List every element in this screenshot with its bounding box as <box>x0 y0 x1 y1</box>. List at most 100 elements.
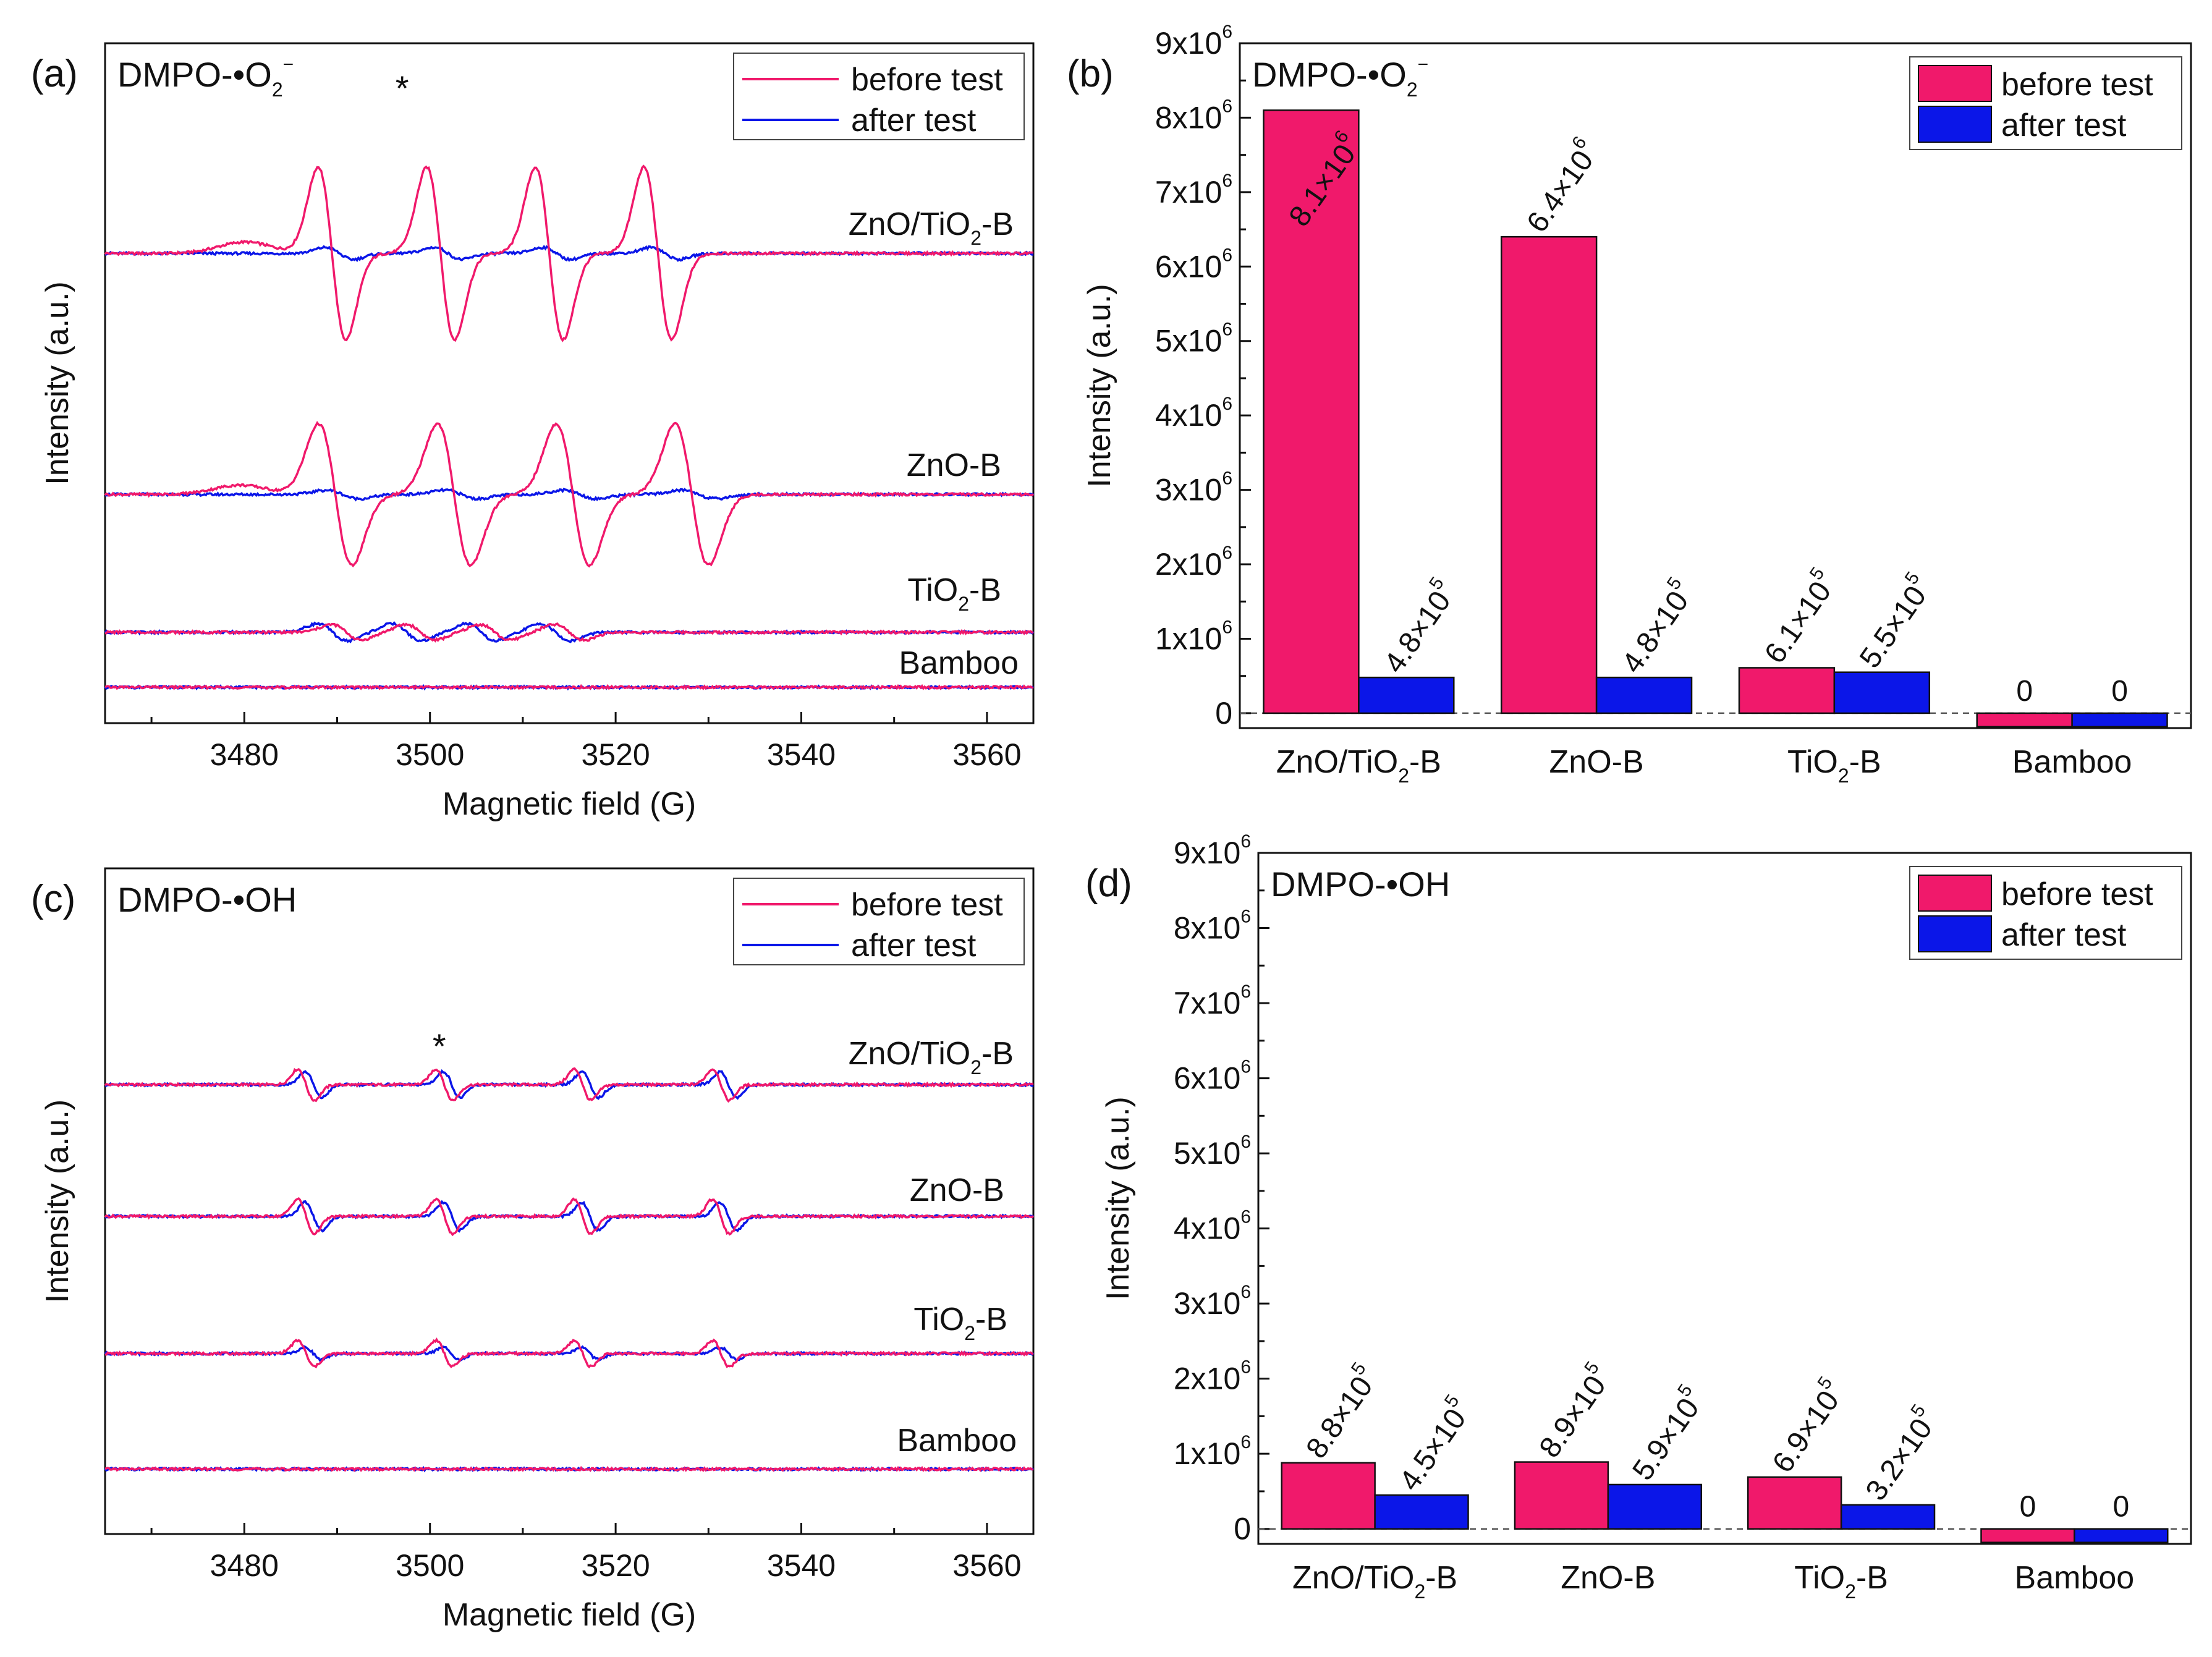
bar-before-znotio <box>1263 109 1360 714</box>
y-tick-label: 7x106 <box>1155 171 1232 210</box>
y-tick-label-part: 1x10 <box>1155 621 1222 656</box>
x-tick-label-part: 3560 <box>952 1548 1021 1583</box>
peak-marker: * <box>396 69 409 108</box>
x-tick-label: 3560 <box>952 737 1021 772</box>
x-axis-label: Magnetic field (G) <box>443 1597 696 1633</box>
y-tick-label: 9x106 <box>1174 831 1251 870</box>
x-category-label-part: 2 <box>1845 1580 1856 1603</box>
y-tick-label: 8x106 <box>1155 96 1232 135</box>
bar-value-label: 0 <box>2111 675 2128 708</box>
y-tick-label: 2x106 <box>1174 1357 1251 1396</box>
sample-label: ZnO-B <box>910 1172 1004 1208</box>
y-axis-label-part: Intensity (a.u.) <box>1082 284 1117 487</box>
sample-label-part: -B <box>981 1036 1014 1072</box>
y-tick-label-part: 5x10 <box>1155 324 1222 358</box>
y-axis-label: Intensity (a.u.) <box>1100 1096 1136 1300</box>
spectrum-before-znotio-b <box>104 164 1034 342</box>
panel-title: DMPO-•OH <box>1271 865 1450 904</box>
y-tick-label-part: 6 <box>1240 1207 1251 1227</box>
panel-title-part: − <box>283 54 294 75</box>
sample-label: TiO2-B <box>907 572 1001 615</box>
sample-label: ZnO/TiO2-B <box>849 1036 1014 1079</box>
x-category-label-part: -B <box>1409 744 1441 780</box>
y-tick-label: 4x106 <box>1174 1207 1251 1246</box>
sample-label-part: -B <box>975 1302 1007 1337</box>
sample-label-part: ZnO/TiO <box>849 206 970 242</box>
panel-letter-part: (c) <box>31 878 75 920</box>
y-tick-label-part: 6 <box>1240 1282 1251 1302</box>
y-tick-label-part: 4x10 <box>1174 1211 1240 1246</box>
y-axis-label: Intensity (a.u.) <box>40 281 75 485</box>
x-tick-label-part: 3520 <box>581 1548 650 1583</box>
x-category-label-part: -B <box>1849 744 1881 780</box>
legend-label-after-part: after test <box>2001 108 2127 143</box>
legend-label-after: after test <box>2001 108 2127 143</box>
x-tick-label: 3520 <box>581 1548 650 1583</box>
panel-title-part: − <box>1418 54 1429 75</box>
x-category-label-part: 2 <box>1398 765 1409 787</box>
y-tick-label-part: 6 <box>1222 394 1232 414</box>
spectrum-before-bamboo <box>104 684 1034 690</box>
plot-frame <box>1257 852 2192 1545</box>
bar-value-label-part: 0 <box>2111 675 2128 708</box>
peak-marker-part: * <box>433 1027 446 1066</box>
bar-after-znotio <box>1374 1494 1469 1530</box>
bar-value-label-part: 0 <box>2016 675 2033 708</box>
bar-after-bamboo <box>2071 712 2168 728</box>
y-tick-label: 0 <box>1234 1512 1251 1546</box>
spectrum-after-znob <box>104 487 1035 502</box>
legend-label-before: before test <box>851 62 1003 98</box>
spectrum-before-tio-b <box>104 1337 1034 1369</box>
x-category-label-part: ZnO/TiO <box>1276 744 1398 780</box>
y-tick-label: 0 <box>1215 696 1232 731</box>
y-tick-label-part: 8x10 <box>1155 100 1222 135</box>
sample-label-part: -B <box>969 572 1001 608</box>
bar-value-label: 0 <box>2016 675 2033 708</box>
y-tick-label-part: 6 <box>1240 1132 1251 1152</box>
y-tick-label-part: 6 <box>1240 1432 1251 1452</box>
x-tick-label: 3500 <box>396 737 464 772</box>
x-category-label-part: Bamboo <box>2015 1560 2135 1596</box>
y-tick-label-part: 3x10 <box>1155 473 1222 507</box>
y-tick-label-part: 6 <box>1240 1057 1251 1077</box>
y-tick-label-part: 9x10 <box>1174 836 1240 870</box>
legend-swatch-before <box>1918 875 1992 912</box>
y-tick-label: 3x106 <box>1155 468 1232 507</box>
legend-label-before-part: before test <box>2001 67 2153 103</box>
y-tick-label-part: 5x10 <box>1174 1136 1240 1171</box>
sample-label-part: ZnO-B <box>907 447 1001 483</box>
x-category-label: ZnO/TiO2-B <box>1276 744 1441 787</box>
bar-value-label-part: 0 <box>2112 1491 2129 1524</box>
panel-title-part: DMPO-•O <box>1252 55 1407 94</box>
bar-value-label-part: 0 <box>2020 1491 2036 1524</box>
y-tick-label-part: 6 <box>1222 543 1232 563</box>
peak-marker-part: * <box>396 69 409 108</box>
spectrum-before-znob <box>104 420 1035 568</box>
y-tick-label: 1x106 <box>1174 1432 1251 1471</box>
y-axis-label: Intensity (a.u.) <box>1082 284 1117 487</box>
panel-title: DMPO-•O2− <box>1252 54 1428 101</box>
sample-label-part: Bamboo <box>897 1423 1017 1459</box>
x-tick-label-part: 3480 <box>210 1548 279 1583</box>
y-tick-label-part: 6 <box>1222 22 1232 42</box>
x-category-label: Bamboo <box>2012 744 2132 780</box>
y-tick-label-part: 8x10 <box>1174 911 1240 946</box>
bar-before-tio <box>1747 1476 1842 1530</box>
spectrum-before-znotio-b <box>104 1067 1034 1103</box>
y-tick-label-part: 6 <box>1222 320 1232 340</box>
sample-label-part: ZnO/TiO <box>849 1036 970 1072</box>
panel-letter: (c) <box>31 878 75 920</box>
legend-label-before-part: before test <box>851 62 1003 98</box>
x-axis-label-part: Magnetic field (G) <box>443 786 696 822</box>
panel-a-epr-superoxide: 3480 3500 3520 3540 3560 Magnetic field (G) In… <box>31 42 1035 822</box>
plot-frame <box>104 867 1035 1535</box>
panel-letter-part: (d) <box>1085 862 1132 905</box>
panel-letter: (b) <box>1067 53 1114 95</box>
x-category-label-part: ZnO-B <box>1561 1560 1655 1596</box>
peak-marker: * <box>433 1027 446 1066</box>
spectrum-before-tio-b <box>104 622 1034 643</box>
x-category-label-part: 2 <box>1838 765 1849 787</box>
y-tick-label: 7x106 <box>1174 981 1251 1020</box>
y-axis-label-part: Intensity (a.u.) <box>40 1100 75 1303</box>
